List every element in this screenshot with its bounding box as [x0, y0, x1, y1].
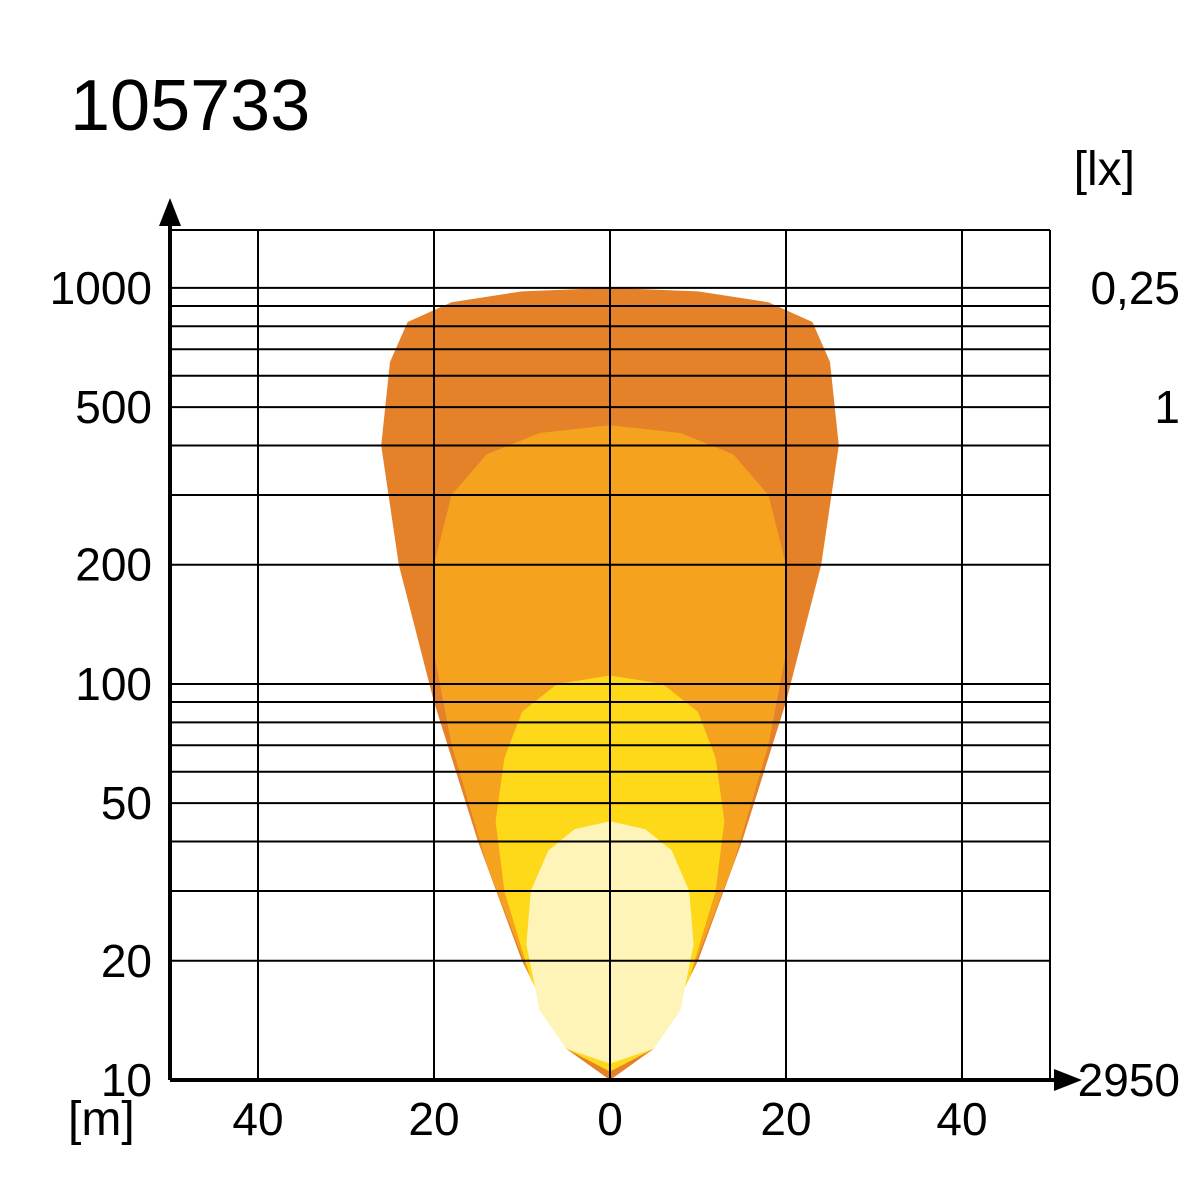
y-tick-label: 100	[75, 658, 152, 710]
y-tick-label: 50	[101, 777, 152, 829]
chart-title: 105733	[70, 66, 310, 146]
x-tick-label: 0	[597, 1093, 623, 1145]
unit-meters-label: [m]	[68, 1093, 135, 1146]
y-tick-label: 200	[75, 539, 152, 591]
x-tick-label: 40	[936, 1093, 987, 1145]
right-lux-label: 1	[1154, 381, 1180, 433]
y-tick-label: 1000	[50, 262, 152, 314]
y-tick-label: 20	[101, 935, 152, 987]
right-lux-label: 0,25	[1090, 262, 1180, 314]
x-tick-label: 20	[760, 1093, 811, 1145]
x-tick-label: 40	[232, 1093, 283, 1145]
x-tick-label: 20	[408, 1093, 459, 1145]
unit-lux-label: [lx]	[1074, 143, 1135, 196]
right-lux-label: 2950	[1078, 1054, 1180, 1106]
y-tick-label: 500	[75, 381, 152, 433]
isolux-chart: 105733[lx]10205010020050010004020020400,…	[0, 0, 1200, 1200]
